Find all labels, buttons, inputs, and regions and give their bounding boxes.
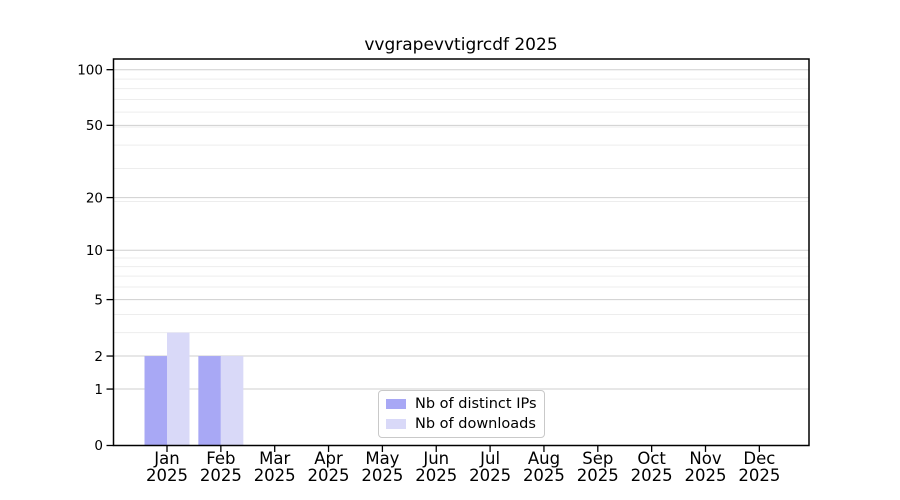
x-tick-label-month: Apr: [314, 449, 343, 468]
legend-label-distinct-ips: Nb of distinct IPs: [415, 396, 537, 413]
x-tick-label-year: 2025: [415, 466, 457, 485]
x-tick-label-month: Nov: [689, 449, 721, 468]
x-tick-label-month: Jul: [479, 449, 500, 468]
x-tick-label-month: Jan: [153, 449, 179, 468]
y-tick-label: 10: [86, 243, 103, 259]
x-tick-label-month: Mar: [259, 449, 290, 468]
x-tick-label-year: 2025: [469, 466, 511, 485]
x-tick-label-month: Aug: [528, 449, 560, 468]
plot-frame: [112, 58, 810, 447]
x-tick-label-year: 2025: [523, 466, 565, 485]
x-tick-label-year: 2025: [577, 466, 619, 485]
x-tick-label-month: Dec: [743, 449, 775, 468]
x-tick-label-month: Feb: [206, 449, 235, 468]
bar-distinct-ips-jan: [144, 356, 167, 446]
x-tick-label-year: 2025: [738, 466, 780, 485]
legend-label-downloads: Nb of downloads: [415, 415, 536, 432]
y-tick-label: 5: [94, 292, 103, 308]
x-tick-label-year: 2025: [361, 466, 403, 485]
y-tick-label: 2: [94, 349, 103, 365]
x-tick-label-year: 2025: [308, 466, 350, 485]
x-tick-label-year: 2025: [254, 466, 296, 485]
x-tick-label-year: 2025: [146, 466, 188, 485]
x-tick-label-month: Oct: [637, 449, 666, 468]
y-tick-label: 20: [86, 190, 103, 206]
y-tick-label: 100: [77, 62, 103, 78]
bar-downloads-jan: [167, 332, 190, 446]
bar-distinct-ips-feb: [198, 356, 221, 446]
x-tick-label-month: May: [365, 449, 399, 468]
y-tick-label: 1: [94, 382, 103, 398]
bar-downloads-feb: [220, 356, 244, 446]
legend: Nb of distinct IPs Nb of downloads: [378, 390, 545, 438]
legend-swatch-downloads: [386, 418, 406, 429]
x-tick-label-year: 2025: [631, 466, 673, 485]
x-tick-label-month: Sep: [582, 449, 613, 468]
y-tick-label: 50: [86, 118, 103, 134]
x-tick-label-year: 2025: [685, 466, 727, 485]
legend-item-downloads: Nb of downloads: [386, 416, 540, 432]
chart-title: vvgrapevvtigrcdf 2025: [364, 35, 558, 55]
x-tick-label-year: 2025: [200, 466, 242, 485]
legend-item-distinct-ips: Nb of distinct IPs: [386, 396, 540, 412]
x-tick-label-month: Jun: [422, 449, 449, 468]
legend-swatch-distinct-ips: [386, 399, 406, 410]
y-tick-label: 0: [94, 438, 103, 454]
